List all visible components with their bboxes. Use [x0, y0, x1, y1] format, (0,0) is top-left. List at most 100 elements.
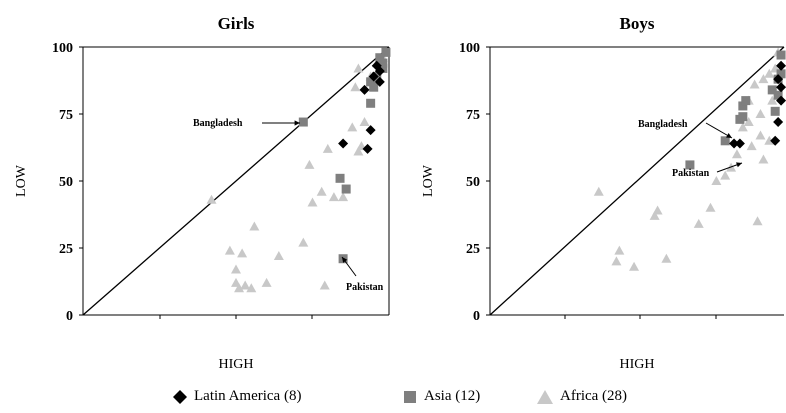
boys-africa-point — [743, 117, 754, 127]
girls-asia-point — [335, 173, 345, 183]
girls-africa-point — [231, 264, 241, 274]
boys-y-axis-label: LOW — [421, 164, 436, 197]
girls-annotation-label: Bangladesh — [193, 118, 243, 129]
girls-latin-america-point — [371, 60, 382, 71]
boys-points — [593, 47, 786, 271]
girls-africa-point — [234, 283, 245, 293]
girls-africa-point — [328, 192, 339, 202]
girls-latin-america-point — [368, 71, 379, 82]
girls-africa-point — [316, 186, 327, 196]
boys-asia-point — [776, 50, 786, 60]
boys-africa-point — [755, 130, 766, 140]
legend-item-latin-america: Latin America (8) — [172, 388, 301, 405]
boys-africa-point — [731, 149, 742, 159]
boys-latin-america-point — [773, 74, 784, 85]
boys-latin-america-point — [773, 117, 784, 128]
boys-title: Boys — [620, 14, 655, 33]
girls-africa-point — [249, 221, 260, 231]
girls-asia-point — [381, 47, 391, 57]
girls-annotation-arrowhead — [342, 257, 348, 263]
boys-africa-point — [593, 186, 604, 196]
boys-africa-point — [629, 261, 640, 271]
boys-africa-point — [746, 141, 757, 151]
boys-africa-point — [614, 245, 625, 255]
boys-latin-america-point — [770, 135, 781, 146]
girls-latin-america-point — [362, 143, 373, 154]
girls-africa-point — [298, 237, 309, 247]
boys-africa-point — [693, 218, 704, 228]
boys-asia-point — [735, 114, 745, 124]
boys-africa-point — [764, 68, 775, 78]
boys-africa-point — [711, 176, 722, 185]
girls-latin-america-point — [338, 138, 349, 149]
girls-asia-point — [378, 58, 388, 68]
boys-africa-point — [764, 135, 775, 145]
girls-y-tick-label: 75 — [59, 108, 73, 123]
girls-africa-point — [273, 251, 284, 261]
girls-africa-point — [347, 122, 358, 132]
girls-asia-point — [341, 184, 351, 194]
girls-africa-point — [206, 194, 217, 204]
boys-panel: 0 25 50 75 100 Boys HIGH LOW Bangladesh Pakistan — [421, 14, 786, 372]
boys-africa-point — [758, 154, 769, 164]
girls-annotation-arrowhead — [294, 120, 300, 126]
boys-y-tick-label: 100 — [459, 41, 480, 56]
girls-points — [206, 47, 391, 293]
boys-y-tick-label: 50 — [466, 175, 480, 190]
girls-africa-point — [350, 82, 361, 92]
triangle-icon — [537, 389, 553, 404]
boys-annotation-arrowhead — [736, 162, 742, 168]
girls-latin-america-point — [374, 76, 385, 87]
girls-africa-point — [224, 245, 235, 255]
girls-asia-point — [298, 117, 308, 127]
boys-africa-point — [758, 74, 769, 84]
legend-label-asia: Asia (12) — [424, 388, 481, 404]
boys-asia-point — [741, 96, 751, 106]
legend: Latin America (8) Asia (12) Africa (28) — [0, 388, 786, 412]
girls-africa-point — [353, 146, 364, 156]
girls-africa-point — [353, 63, 364, 73]
girls-africa-point — [240, 280, 251, 290]
girls-y-tick-label: 100 — [52, 41, 73, 56]
boys-latin-america-point — [729, 138, 740, 149]
boys-latin-america-point — [776, 95, 786, 106]
boys-diagonal-line — [489, 46, 785, 316]
boys-asia-point — [767, 85, 777, 95]
boys-africa-point — [611, 256, 622, 266]
girls-diagonal-line — [82, 46, 390, 316]
girls-asia-point — [366, 77, 376, 87]
girls-africa-point — [246, 283, 257, 293]
boys-africa-point — [749, 79, 760, 89]
girls-latin-america-point — [365, 125, 376, 136]
boys-asia-point — [770, 106, 780, 116]
girls-panel: 0 25 50 75 100 Girls HIGH LOW Bangladesh Pakistan — [14, 14, 391, 372]
boys-latin-america-point — [776, 82, 786, 93]
boys-asia-point — [685, 160, 695, 170]
girls-asia-point — [369, 82, 379, 92]
girls-x-axis-label: HIGH — [219, 357, 254, 372]
girls-africa-point — [261, 277, 272, 287]
diamond-icon — [173, 389, 187, 404]
girls-asia-point — [378, 63, 388, 73]
boys-y-tick-label: 25 — [466, 242, 480, 257]
boys-africa-point — [652, 205, 663, 215]
boys-y-tick-label: 75 — [466, 108, 480, 123]
boys-africa-point — [649, 210, 660, 220]
legend-item-africa: Africa (28) — [536, 388, 627, 405]
boys-asia-point — [738, 101, 748, 111]
girls-y-tick-label: 25 — [59, 242, 73, 257]
legend-item-asia: Asia (12) — [402, 388, 480, 405]
girls-y-axis-label: LOW — [14, 164, 29, 197]
girls-africa-point — [307, 197, 318, 207]
boys-asia-point — [776, 69, 786, 79]
boys-latin-america-point — [776, 60, 786, 71]
boys-asia-point — [720, 136, 730, 146]
girls-y-tick-label: 50 — [59, 175, 73, 190]
girls-y-tick-label: 0 — [66, 309, 73, 324]
girls-annotation-label: Pakistan — [346, 282, 384, 293]
girls-asia-point — [375, 53, 385, 63]
boys-asia-point — [773, 90, 783, 100]
boys-africa-point — [661, 253, 672, 263]
boys-africa-point — [755, 109, 766, 118]
